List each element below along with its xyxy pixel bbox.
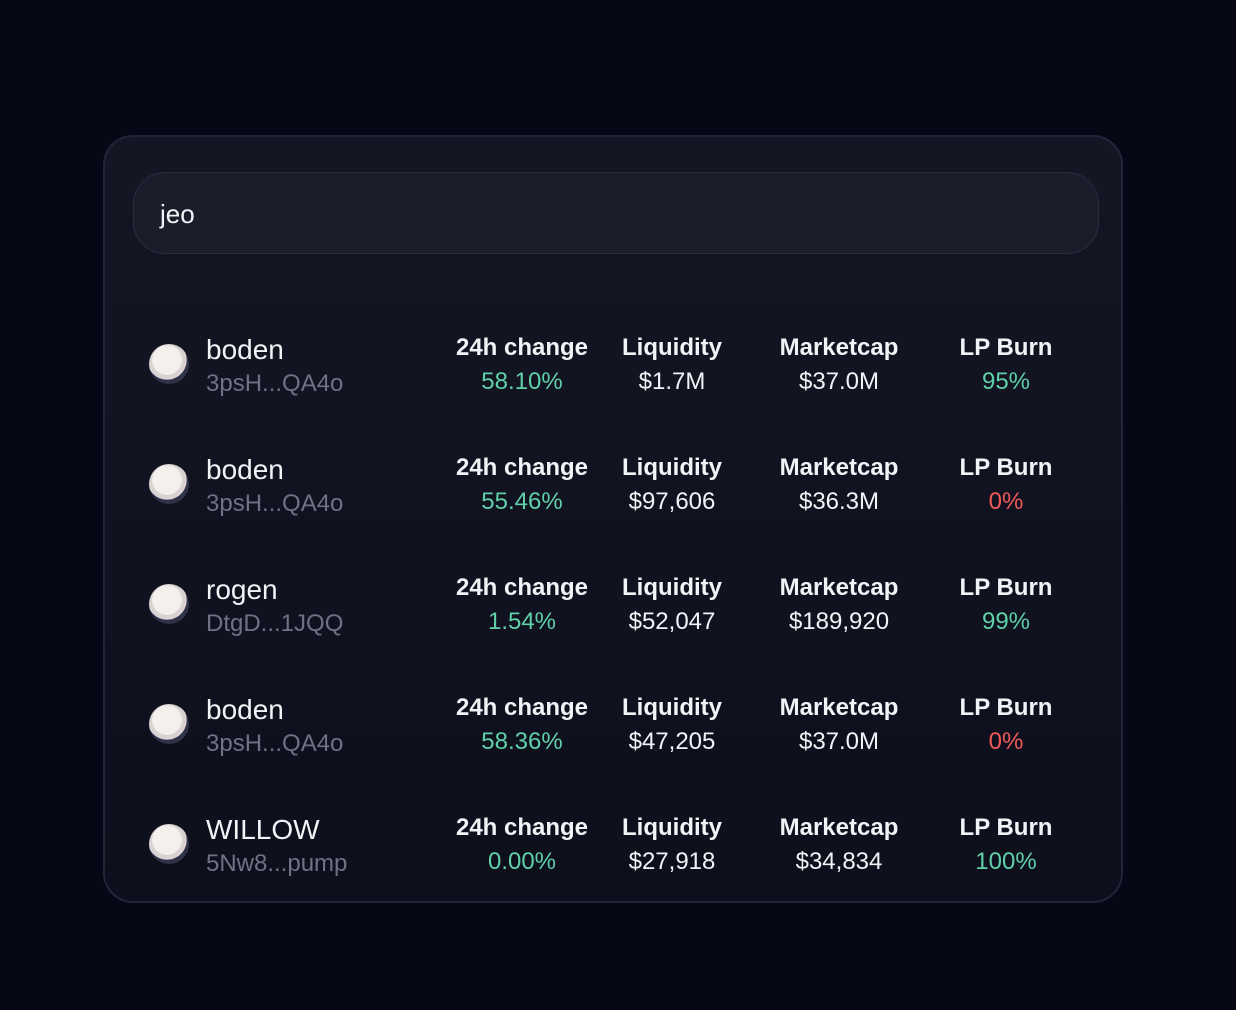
stat-lp-burn: LP Burn 99% [921,574,1091,636]
stat-marketcap: Marketcap $37.0M [754,694,924,756]
stat-liquidity: Liquidity $52,047 [587,574,757,636]
stat-marketcap: Marketcap $36.3M [754,454,924,516]
stat-lp-burn: LP Burn 100% [921,814,1091,876]
stat-marketcap: Marketcap $34,834 [754,814,924,876]
stat-value: $47,205 [628,728,716,755]
stat-liquidity: Liquidity $97,606 [587,454,757,516]
stat-change: 24h change 58.36% [437,694,607,756]
stat-lp-burn: LP Burn 0% [921,454,1091,516]
token-avatar [149,704,189,744]
token-address: 5Nw8...pump [206,850,348,877]
stat-value: $37.0M [798,368,880,395]
stat-liquidity: Liquidity $27,918 [587,814,757,876]
stat-value: 0% [988,728,1024,755]
result-row[interactable]: boden 3psH...QA4o 24h change 58.36% Liquidit… [105,694,1125,774]
stat-change: 24h change 1.54% [437,574,607,636]
stat-label: LP Burn [959,454,1053,481]
stat-label: Liquidity [622,334,722,361]
stat-label: LP Burn [959,814,1053,841]
stat-change: 24h change 0.00% [437,814,607,876]
stat-label: 24h change [455,814,589,841]
stat-label: Marketcap [779,814,899,841]
stat-value: 100% [975,848,1037,875]
stat-value: 0.00% [487,848,557,875]
token-address: 3psH...QA4o [206,490,344,517]
search-input[interactable]: jeo [133,172,1099,254]
stat-change: 24h change 58.10% [437,334,607,396]
stat-label: LP Burn [959,574,1053,601]
stat-liquidity: Liquidity $1.7M [587,334,757,396]
stat-value: $52,047 [628,608,716,635]
stat-label: LP Burn [959,334,1053,361]
token-address: DtgD...1JQQ [206,610,344,637]
stat-value: 95% [981,368,1031,395]
stat-label: 24h change [455,574,589,601]
result-row[interactable]: rogen DtgD...1JQQ 24h change 1.54% Liquidity… [105,574,1125,654]
stat-change: 24h change 55.46% [437,454,607,516]
stat-label: 24h change [455,694,589,721]
token-avatar [149,344,189,384]
stat-label: Liquidity [622,694,722,721]
stat-value: $189,920 [788,608,890,635]
stat-value: $97,606 [628,488,716,515]
token-avatar [149,464,189,504]
stat-value: $37.0M [798,728,880,755]
token-name: rogen [206,574,278,605]
stat-lp-burn: LP Burn 0% [921,694,1091,756]
token-avatar [149,824,189,864]
stat-value: 58.36% [481,728,563,755]
stat-label: Liquidity [622,814,722,841]
stat-label: LP Burn [959,694,1053,721]
stat-value: 0% [988,488,1024,515]
stat-label: 24h change [455,454,589,481]
stat-label: Marketcap [779,334,899,361]
token-name: boden [206,454,284,485]
result-row[interactable]: boden 3psH...QA4o 24h change 55.46% Liquidit… [105,454,1125,534]
result-row[interactable]: boden 3psH...QA4o 24h change 58.10% Liquidit… [105,334,1125,414]
token-name: boden [206,694,284,725]
stat-marketcap: Marketcap $37.0M [754,334,924,396]
token-name: boden [206,334,284,365]
stat-value: 99% [981,608,1031,635]
stat-label: Liquidity [622,454,722,481]
stat-liquidity: Liquidity $47,205 [587,694,757,756]
stat-value: 55.46% [481,488,563,515]
search-query: jeo [160,199,195,229]
token-address: 3psH...QA4o [206,730,344,757]
stat-label: Marketcap [779,694,899,721]
stat-value: $36.3M [798,488,880,515]
stat-marketcap: Marketcap $189,920 [754,574,924,636]
stat-label: Marketcap [779,574,899,601]
stat-label: 24h change [455,334,589,361]
stat-label: Marketcap [779,454,899,481]
stat-value: 58.10% [481,368,563,395]
token-avatar [149,584,189,624]
stat-lp-burn: LP Burn 95% [921,334,1091,396]
result-row[interactable]: WILLOW 5Nw8...pump 24h change 0.00% Liquidit… [105,814,1125,894]
stat-value: $27,918 [628,848,716,875]
stat-value: 1.54% [487,608,557,635]
token-address: 3psH...QA4o [206,370,344,397]
search-panel: jeo boden 3psH...QA4o 24h change 58.10% Liqu… [103,135,1123,903]
stat-value: $1.7M [638,368,706,395]
token-name: WILLOW [206,814,320,845]
stat-label: Liquidity [622,574,722,601]
stat-value: $34,834 [795,848,883,875]
